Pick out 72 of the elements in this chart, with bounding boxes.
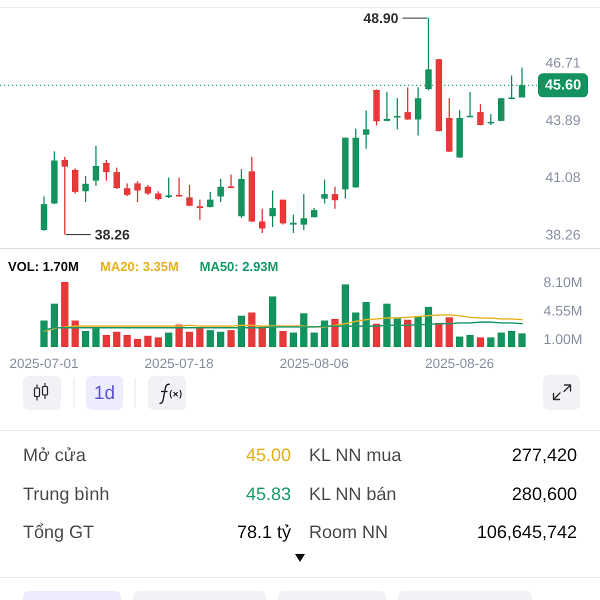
bar [279, 330, 287, 347]
chart-title: VOL: 1.70M [8, 258, 79, 274]
candlestick [269, 190, 276, 228]
text: KL NN bán [309, 484, 396, 504]
bar [404, 320, 412, 347]
y-tick-label: 38.26 [545, 226, 581, 243]
bar [61, 282, 68, 347]
bar [518, 333, 526, 347]
text: Room NN [309, 522, 388, 542]
candlestick [394, 98, 401, 130]
y-tick-label: 46.71 [545, 54, 581, 71]
x-tick-label: 2025-07-01 [9, 356, 79, 370]
text: 106,645,742 [476, 522, 577, 542]
text: Trung bình [23, 484, 110, 504]
candlestick [62, 156, 68, 235]
text: MA50: 2.93M [200, 258, 278, 274]
bar [508, 330, 516, 347]
y-tick-label: 43.89 [545, 112, 581, 128]
text: 45.00 [246, 445, 291, 465]
y-tick-label: 8.10M [544, 274, 582, 290]
bar [290, 332, 298, 347]
bar [466, 334, 474, 347]
candlestick [290, 214, 297, 233]
candlestick [488, 114, 494, 125]
bar [498, 332, 505, 347]
bar [446, 317, 453, 347]
candlestick [300, 194, 308, 230]
bar [134, 338, 142, 347]
bar [310, 332, 318, 347]
text: 277,420 [512, 445, 577, 465]
bar [217, 332, 224, 347]
bar [102, 334, 110, 347]
bar [372, 324, 380, 347]
candlestick [404, 87, 411, 120]
text: Mở cửa [23, 445, 87, 465]
candlestick [196, 200, 204, 220]
text: 78.1 tỷ [236, 522, 291, 542]
bar [456, 336, 464, 347]
candlestick [362, 110, 370, 149]
y-tick-label: 4.55M [544, 302, 582, 318]
text: Tổng GT [23, 522, 94, 542]
bar [227, 330, 235, 347]
candlestick [124, 183, 130, 196]
bar [196, 328, 204, 347]
text: 1d [94, 382, 116, 404]
bar [72, 320, 79, 347]
x-tick-label: 2025-08-06 [280, 356, 349, 370]
bar [154, 337, 162, 347]
bar [165, 332, 172, 347]
y-tick-label: 1.00M [544, 330, 582, 347]
bar [186, 332, 194, 347]
bar [248, 312, 256, 347]
bar [476, 337, 484, 347]
y-tick-label: 41.08 [545, 169, 581, 186]
line-series [43, 314, 523, 332]
x-tick-label: 2025-08-26 [425, 356, 494, 370]
text: 280,600 [512, 484, 577, 504]
bar [113, 332, 120, 347]
bar [82, 330, 90, 347]
bar [144, 336, 152, 347]
text: MA20: 3.35M [100, 258, 179, 274]
text: 45.83 [246, 484, 291, 504]
text: KL NN mua [309, 445, 402, 465]
x-tick-label: 2025-07-18 [144, 356, 214, 370]
bar [435, 322, 443, 347]
ref-line-label: 45.60 [544, 77, 582, 94]
candlestick [165, 178, 172, 198]
bar [123, 334, 131, 347]
bar [487, 337, 494, 347]
candlestick [258, 208, 266, 233]
annotation: 48.90 [363, 10, 399, 26]
annotation: 38.26 [94, 226, 130, 243]
